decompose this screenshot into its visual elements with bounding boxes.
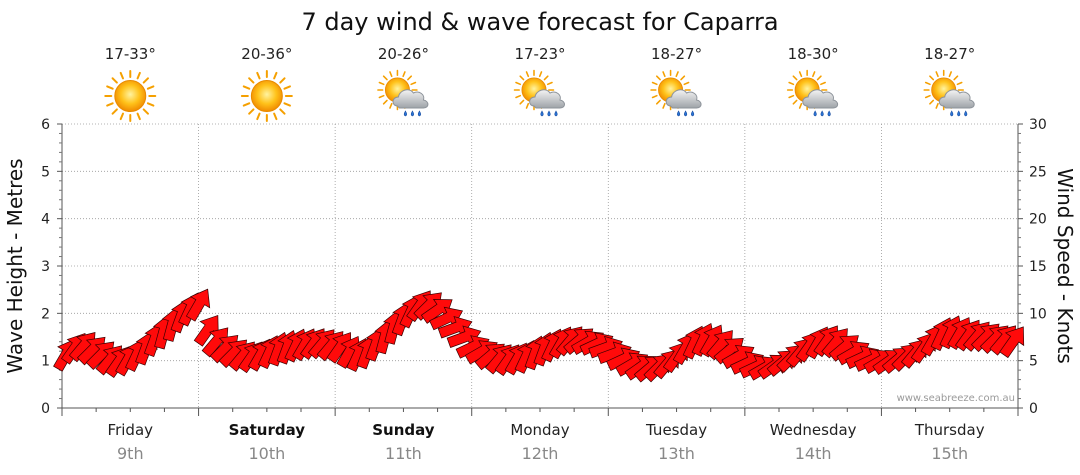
day-date: 10th [248,444,285,463]
left-tick-label: 4 [41,212,50,228]
wind-arrow [999,326,1025,359]
right-tick-label: 15 [1029,259,1047,275]
temperature-range: 20-36° [241,45,292,63]
day-date: 12th [522,444,559,463]
day-date: 15th [931,444,968,463]
chart-title: 7 day wind & wave forecast for Caparra [301,8,778,36]
left-axis-title: Wave Height - Metres [3,158,27,373]
day-name: Friday [108,421,154,439]
sunny-icon [240,70,293,122]
right-tick-label: 10 [1029,306,1047,322]
temperature-range: 18-30° [788,45,839,63]
sunny-icon [104,70,157,122]
day-date: 14th [795,444,832,463]
day-date: 11th [385,444,422,463]
wind-arrow [193,314,219,347]
right-tick-label: 5 [1029,354,1038,370]
wind-arrow [185,288,211,322]
day-header-row: 17-33° 20-36° 20-26° 17-23° 18-27° 18-30° 18-2… [104,45,975,122]
right-tick-label: 25 [1029,164,1047,180]
temperature-range: 18-27° [651,45,702,63]
left-tick-label: 6 [41,117,50,133]
right-axis-title: Wind Speed - Knots [1053,168,1077,364]
right-tick-label: 20 [1029,212,1047,228]
left-tick-label: 3 [41,259,50,275]
day-labels: Friday 9th Saturday 10th Sunday 11th Monday 12t… [108,421,985,463]
sun-cloud-rain-icon [786,69,839,117]
day-name: Sunday [372,421,435,439]
day-date: 13th [658,444,695,463]
day-name: Wednesday [770,421,857,439]
right-tick-label: 0 [1029,401,1038,417]
temperature-range: 20-26° [378,45,429,63]
day-name: Thursday [914,421,985,439]
sun-cloud-rain-icon [923,69,975,117]
temperature-range: 18-27° [924,45,975,63]
wind-arrow-series [53,288,1025,383]
left-tick-label: 5 [41,164,50,180]
day-date: 9th [117,444,144,463]
day-name: Saturday [229,421,306,439]
right-tick-label: 30 [1029,117,1047,133]
left-tick-label: 1 [41,354,50,370]
sun-cloud-rain-icon [513,69,565,117]
temperature-range: 17-33° [105,45,156,63]
temperature-range: 17-23° [514,45,565,63]
axes: 0 1 2 3 4 5 6 0 5 10 15 20 25 30 [41,117,1047,417]
day-name: Tuesday [645,421,707,439]
left-tick-label: 2 [41,306,50,322]
day-name: Monday [510,421,569,439]
left-tick-label: 0 [41,401,50,417]
watermark: www.seabreeze.com.au [897,393,1015,404]
sun-cloud-rain-icon [377,69,429,117]
grid [62,123,1018,408]
sun-cloud-rain-icon [650,69,702,117]
